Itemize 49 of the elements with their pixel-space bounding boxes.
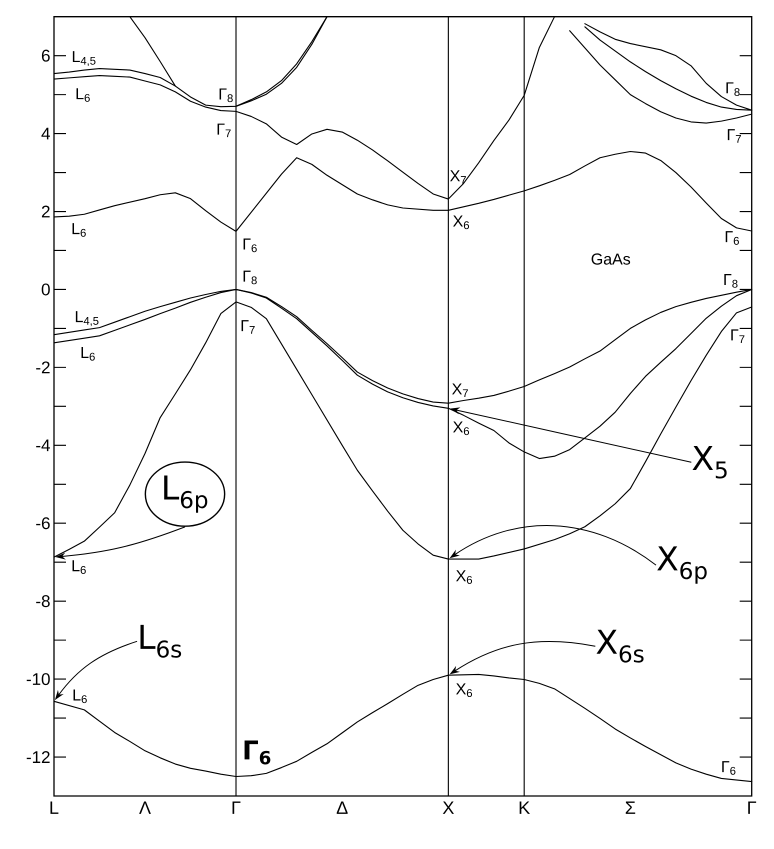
- annotation: L$_{6p}$: [164, 475, 208, 513]
- annotation: Γ$_{8}$: [726, 82, 740, 96]
- annotation: X$_{7}$: [452, 383, 468, 397]
- y-tick-label: 0: [42, 283, 50, 296]
- x-tick-label: X: [442, 802, 454, 814]
- annotation: Γ$_{7}$: [731, 329, 744, 343]
- y-tick-label: -10: [26, 673, 50, 686]
- annotation: X$_{6}$: [453, 421, 470, 436]
- annotation: X$_{6}$: [453, 216, 470, 230]
- annotation: GaAs: [592, 253, 630, 265]
- annotation: X$_{7}$: [450, 170, 466, 184]
- annotation: X$_{6}$: [456, 570, 472, 584]
- annotation: L$_{4,5}$: [72, 51, 96, 66]
- annotation: Γ$_{8}$: [724, 274, 738, 288]
- annotation: X$_{5}$: [692, 446, 727, 479]
- y-tick-label: -6: [36, 517, 50, 530]
- annotation: Γ$_{6}$: [244, 740, 270, 765]
- x-tick-label: Λ: [139, 802, 151, 814]
- annotation: Γ$_{6}$: [726, 231, 739, 245]
- x-tick-label: L: [50, 802, 58, 814]
- x-tick-label: Γ: [748, 802, 756, 814]
- annotation: Γ$_{7}$: [728, 129, 741, 143]
- y-tick-label: -2: [36, 361, 50, 374]
- annotation: L$_{6}$: [74, 689, 87, 704]
- annotation: Γ$_{8}$: [220, 88, 233, 102]
- annotation: Γ$_{7}$: [242, 320, 255, 334]
- y-tick-label: 6: [42, 50, 50, 62]
- annotation: L$_{6}$: [72, 223, 86, 237]
- annotation: Γ$_{7}$: [218, 124, 231, 138]
- annotation: X$_{6p}$: [657, 546, 707, 584]
- annotation: Γ$_{6}$: [722, 761, 736, 775]
- annotation: Γ$_{6}$: [244, 238, 257, 252]
- annotation: L$_{6}$: [72, 560, 86, 574]
- annotation: L$_{6s}$: [140, 624, 182, 658]
- annotation: L$_{4,5}$: [76, 311, 98, 326]
- x-tick-label: Σ: [626, 802, 636, 814]
- y-tick-label: -4: [36, 439, 50, 452]
- x-tick-label: Δ: [336, 802, 348, 814]
- annotation: L$_{6}$: [76, 88, 90, 102]
- annotation: X$_{6}$: [456, 683, 472, 698]
- y-tick-label: -12: [26, 751, 50, 763]
- annotation: L$_{6}$: [82, 346, 95, 361]
- annotation: X$_{6s}$: [596, 630, 644, 663]
- x-tick-label: K: [520, 802, 530, 814]
- annotation: Γ$_{8}$: [244, 270, 257, 284]
- x-tick-label: Γ: [232, 802, 240, 814]
- y-tick-label: -8: [36, 595, 50, 608]
- y-tick-label: 2: [42, 206, 50, 218]
- y-tick-label: 4: [41, 128, 50, 140]
